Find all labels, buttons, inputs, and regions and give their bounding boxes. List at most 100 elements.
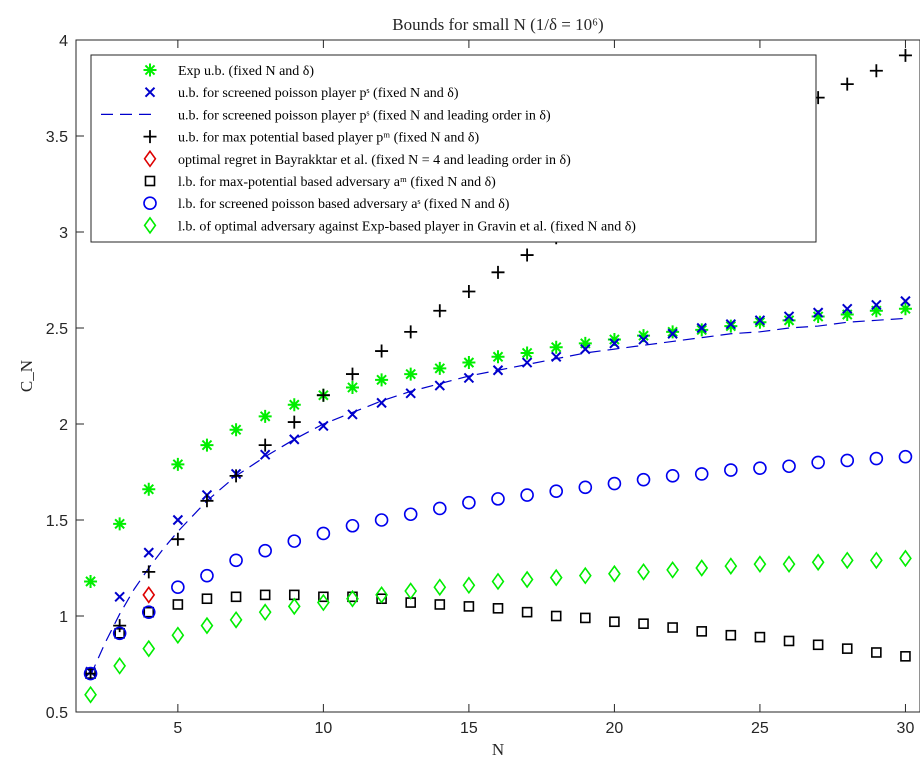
data-point <box>869 64 883 78</box>
data-point <box>462 495 476 510</box>
y-tick-label: 2.5 <box>46 321 68 338</box>
legend-swatch <box>143 149 157 168</box>
data-point <box>376 397 387 409</box>
data-point <box>229 423 243 437</box>
data-point <box>580 612 591 624</box>
data-point <box>432 501 447 516</box>
data-point <box>753 315 767 329</box>
data-point <box>374 513 389 527</box>
plot-area-frame <box>75 39 920 713</box>
data-point <box>753 461 767 475</box>
data-point <box>404 367 418 381</box>
data-point <box>898 48 912 62</box>
data-point <box>143 547 154 558</box>
data-point <box>463 601 475 612</box>
legend: Exp u.b. (fixed N and δ) u.b. for screene… <box>90 54 817 243</box>
data-point <box>433 361 447 375</box>
data-point <box>230 591 242 603</box>
data-point <box>375 586 388 604</box>
data-point <box>521 606 533 618</box>
y-tick-label: 1 <box>59 609 68 626</box>
data-point <box>83 666 98 681</box>
data-point <box>578 336 592 350</box>
data-point <box>316 388 330 402</box>
data-point <box>229 469 243 483</box>
legend-entry: l.b. for max-potential based adversary a… <box>144 175 496 190</box>
legend-label: l.b. for max-potential based adversary a… <box>178 175 496 190</box>
data-point <box>695 323 709 337</box>
data-point <box>840 551 854 570</box>
data-point <box>869 451 884 466</box>
legend-entry: Exp u.b. (fixed N and δ) <box>143 63 314 79</box>
x-axis-label: N <box>492 740 504 759</box>
data-point <box>258 438 272 452</box>
data-point <box>259 449 271 460</box>
y-tick-label: 4 <box>59 33 68 50</box>
data-point <box>462 356 476 370</box>
data-point <box>580 343 591 355</box>
data-point <box>724 557 738 575</box>
legend-swatch <box>143 216 157 235</box>
data-point <box>638 618 649 629</box>
data-point <box>578 566 592 585</box>
data-point <box>345 518 360 533</box>
data-point <box>811 309 825 323</box>
series-0 <box>84 302 912 588</box>
data-point <box>520 346 534 360</box>
x-tick-label: 20 <box>606 720 624 737</box>
data-point <box>549 568 563 587</box>
data-point <box>404 582 418 600</box>
legend-entry: l.b. of optimal adversary against Exp-ba… <box>143 216 636 235</box>
data-point <box>171 457 185 471</box>
data-point <box>259 589 271 601</box>
y-tick-label: 3.5 <box>46 129 68 146</box>
series-5 <box>85 589 911 679</box>
legend-entry: u.b. for max potential based player pᵐ (… <box>143 130 479 146</box>
data-point <box>345 381 359 395</box>
data-point <box>287 415 301 429</box>
data-point <box>403 507 418 522</box>
legend-entry: u.b. for screened poisson player pˢ (fix… <box>101 108 551 123</box>
data-point <box>724 463 738 477</box>
data-point <box>841 643 853 654</box>
data-point <box>898 449 913 464</box>
data-point <box>172 599 184 610</box>
legend-entry: optimal regret in Bayrakktar et al. (fix… <box>143 149 571 168</box>
data-point <box>114 627 125 639</box>
data-point <box>84 685 97 704</box>
data-point <box>434 599 446 610</box>
data-point <box>609 338 620 349</box>
data-point <box>229 610 243 629</box>
data-point <box>842 303 853 315</box>
x-tick-label: 5 <box>173 720 182 737</box>
data-point <box>869 551 883 570</box>
data-point <box>665 469 680 483</box>
data-point <box>141 605 156 619</box>
x-tick-label: 30 <box>897 720 915 737</box>
data-point <box>695 559 709 577</box>
data-point <box>754 315 766 326</box>
data-point <box>491 265 505 279</box>
data-point <box>142 482 156 496</box>
data-point <box>783 311 795 322</box>
data-point <box>345 367 359 381</box>
data-point <box>608 564 621 583</box>
legend-label: Exp u.b. (fixed N and δ) <box>178 64 314 79</box>
data-point <box>318 591 329 603</box>
data-point <box>85 668 96 679</box>
data-point <box>200 438 214 452</box>
data-point <box>463 372 475 384</box>
data-point <box>404 325 418 339</box>
legend-label: u.b. for screened poisson player pˢ (fix… <box>178 108 551 123</box>
data-point <box>200 494 214 508</box>
data-point <box>549 484 564 499</box>
data-point <box>200 568 214 583</box>
data-point <box>462 576 476 595</box>
legend-label: u.b. for screened poisson player pˢ (fix… <box>178 86 459 101</box>
y-tick-label: 0.5 <box>46 705 68 722</box>
data-point <box>899 549 912 568</box>
legend-label: l.b. of optimal adversary against Exp-ba… <box>178 219 636 234</box>
data-point <box>142 639 156 658</box>
data-point <box>637 329 651 343</box>
